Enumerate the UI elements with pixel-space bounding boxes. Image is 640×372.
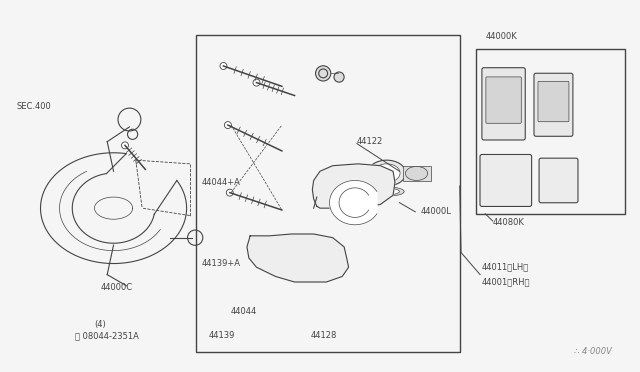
- Ellipse shape: [373, 164, 400, 182]
- Text: 44000C: 44000C: [101, 283, 133, 292]
- Bar: [518, 129, 524, 136]
- Bar: [484, 129, 489, 136]
- Text: ∴ 4·000V: ∴ 4·000V: [574, 347, 612, 356]
- Circle shape: [253, 79, 260, 86]
- Text: 44000K: 44000K: [485, 32, 517, 41]
- FancyBboxPatch shape: [486, 77, 522, 123]
- Bar: [403, 166, 431, 181]
- Circle shape: [227, 189, 233, 196]
- Polygon shape: [312, 164, 395, 208]
- Text: (4): (4): [95, 320, 106, 329]
- Text: 44011〈LH〉: 44011〈LH〉: [482, 263, 529, 272]
- Bar: [476, 49, 625, 214]
- Polygon shape: [330, 180, 377, 225]
- FancyBboxPatch shape: [480, 154, 532, 206]
- Ellipse shape: [369, 187, 404, 196]
- Text: 44122: 44122: [357, 137, 383, 146]
- Text: 44139+A: 44139+A: [201, 259, 240, 268]
- FancyBboxPatch shape: [538, 81, 569, 122]
- FancyBboxPatch shape: [482, 68, 525, 140]
- Text: Ⓑ 08044-2351A: Ⓑ 08044-2351A: [76, 331, 140, 340]
- FancyBboxPatch shape: [539, 158, 578, 203]
- Circle shape: [122, 142, 129, 149]
- Circle shape: [334, 72, 344, 82]
- Bar: [196, 35, 460, 352]
- Ellipse shape: [405, 166, 428, 180]
- Text: 44000L: 44000L: [420, 207, 451, 217]
- Ellipse shape: [367, 160, 406, 186]
- Circle shape: [220, 62, 227, 70]
- Bar: [484, 71, 489, 79]
- Circle shape: [225, 122, 232, 129]
- Text: SEC.400: SEC.400: [17, 102, 51, 111]
- Text: 44044+A: 44044+A: [201, 178, 240, 187]
- Ellipse shape: [268, 247, 328, 269]
- Polygon shape: [247, 234, 349, 282]
- Ellipse shape: [374, 188, 399, 195]
- Text: 44080K: 44080K: [493, 218, 525, 227]
- Text: 44044: 44044: [231, 307, 257, 316]
- Circle shape: [316, 66, 331, 81]
- Text: 44128: 44128: [310, 331, 337, 340]
- Text: 44139: 44139: [209, 331, 236, 340]
- FancyBboxPatch shape: [534, 73, 573, 136]
- Text: 44001〈RH〉: 44001〈RH〉: [482, 278, 531, 286]
- Bar: [518, 71, 524, 79]
